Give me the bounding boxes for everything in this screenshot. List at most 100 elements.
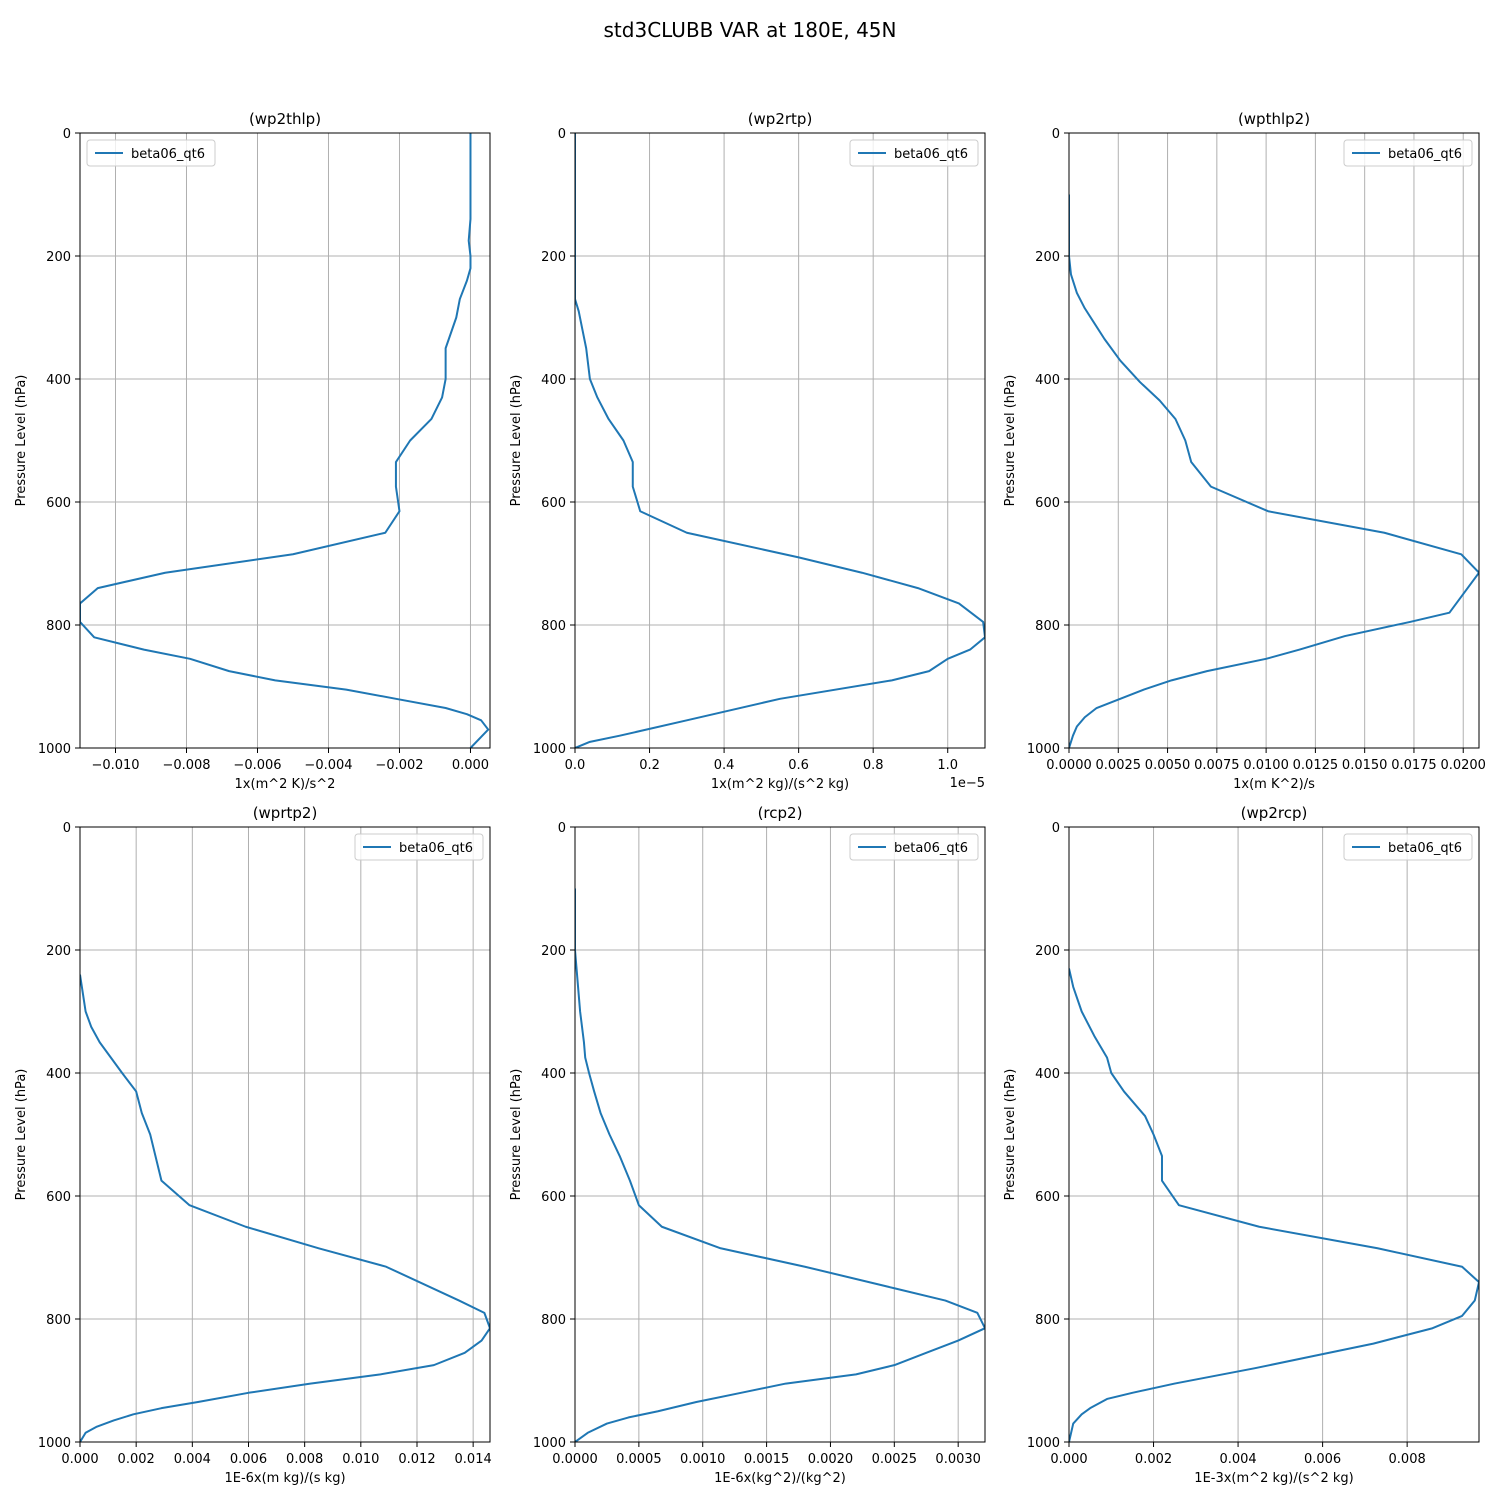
- x-tick-label: 0.000: [61, 1452, 98, 1467]
- x-offset-text: 1e−5: [950, 776, 985, 791]
- x-tick-label: 0.2: [639, 758, 660, 773]
- x-axis-label: 1E-6x(kg^2)/(kg^2): [714, 1471, 846, 1486]
- x-axis-label: 1x(m K^2)/s: [1233, 777, 1315, 792]
- y-tick-label: 600: [1035, 1190, 1060, 1205]
- plot-area: [80, 827, 490, 1442]
- x-axis-label: 1x(m^2 kg)/(s^2 kg): [711, 777, 849, 792]
- series-line: [575, 133, 985, 748]
- axes-frame: [1068, 826, 1480, 1443]
- x-tick-label: 0.002: [118, 1452, 155, 1467]
- x-tick-label: 0.0000: [552, 1452, 598, 1467]
- series-line: [80, 133, 490, 748]
- chart-panel: 0.0000 0.0025 0.0050 0.0075 0.0100 0.0125 0.01…: [1003, 110, 1486, 792]
- axes-title: (wpthlp2): [1238, 110, 1310, 128]
- legend-label: beta06_qt6: [894, 147, 968, 162]
- x-axis-label: 1E-6x(m kg)/(s kg): [224, 1471, 345, 1486]
- y-tick-label: 200: [1035, 944, 1060, 959]
- plot-area: [1069, 133, 1479, 748]
- x-axis-label: 1E-3x(m^2 kg)/(s^2 kg): [1194, 1471, 1353, 1486]
- y-tick-label: 200: [46, 944, 71, 959]
- legend-box: [1343, 833, 1473, 861]
- axes-title: (wp2thlp): [249, 110, 321, 128]
- y-tick-label: 0: [1052, 821, 1060, 836]
- series-line: [1069, 194, 1479, 748]
- y-tick-label: 400: [541, 1067, 566, 1082]
- plot-area: [575, 827, 985, 1442]
- legend: beta06_qt6: [1343, 139, 1473, 167]
- x-tick-label: 0.8: [863, 758, 884, 773]
- x-tick-label: 0.010: [342, 1452, 379, 1467]
- y-tick-label: 600: [541, 1190, 566, 1205]
- plot-area: [80, 133, 490, 748]
- y-tick-label: 800: [46, 1313, 71, 1328]
- y-tick-label: 200: [541, 944, 566, 959]
- x-tick-label: 0.004: [1219, 1452, 1256, 1467]
- chart-panel: −0.010 −0.008 −0.006 −0.004 −0.002 0.000 0 200 4…: [14, 110, 491, 792]
- x-tick-label: 0.008: [286, 1452, 323, 1467]
- x-tick-label: 0.0050: [1145, 758, 1191, 773]
- y-tick-label: 400: [1035, 373, 1060, 388]
- x-tick-label: −0.010: [91, 758, 139, 773]
- x-tick-label: 0.014: [455, 1452, 492, 1467]
- x-tick-label: 0.000: [452, 758, 489, 773]
- legend-box: [1343, 139, 1473, 167]
- y-tick-label: 0: [558, 127, 566, 142]
- x-tick-label: 1.0: [937, 758, 958, 773]
- y-tick-label: 800: [541, 1313, 566, 1328]
- y-tick-label: 600: [541, 496, 566, 511]
- x-tick-label: 0.0025: [872, 1452, 918, 1467]
- y-tick-label: 200: [1035, 250, 1060, 265]
- y-tick-label: 600: [46, 1190, 71, 1205]
- y-tick-label: 600: [46, 496, 71, 511]
- y-tick-label: 800: [1035, 1313, 1060, 1328]
- y-tick-label: 400: [1035, 1067, 1060, 1082]
- legend: beta06_qt6: [1343, 833, 1473, 861]
- x-tick-label: −0.002: [375, 758, 423, 773]
- legend-label: beta06_qt6: [894, 841, 968, 856]
- x-tick-label: 0.006: [230, 1452, 267, 1467]
- legend-box: [86, 139, 216, 167]
- y-tick-label: 800: [46, 619, 71, 634]
- axes-frame: [574, 132, 986, 749]
- x-axis-label: 1x(m^2 K)/s^2: [235, 777, 336, 792]
- x-tick-label: 0.000: [1050, 1452, 1087, 1467]
- x-tick-label: 0.012: [398, 1452, 435, 1467]
- y-tick-label: 0: [558, 821, 566, 836]
- y-axis-label: Pressure Level (hPa): [1003, 375, 1018, 507]
- x-tick-label: 0.4: [714, 758, 735, 773]
- x-tick-label: 0.0125: [1293, 758, 1339, 773]
- y-tick-label: 200: [541, 250, 566, 265]
- x-tick-label: 0.006: [1304, 1452, 1341, 1467]
- legend: beta06_qt6: [849, 833, 979, 861]
- x-tick-label: 0.004: [174, 1452, 211, 1467]
- y-tick-label: 1000: [533, 742, 566, 757]
- axes-title: (rcp2): [758, 804, 803, 822]
- axes-frame: [79, 826, 491, 1443]
- x-tick-label: 0.0200: [1440, 758, 1486, 773]
- x-tick-label: 0.0100: [1243, 758, 1289, 773]
- x-tick-label: 0.6: [788, 758, 809, 773]
- x-tick-label: 0.002: [1135, 1452, 1172, 1467]
- x-tick-label: 0.0020: [808, 1452, 854, 1467]
- legend-label: beta06_qt6: [131, 147, 205, 162]
- x-tick-label: 0.0000: [1046, 758, 1092, 773]
- y-axis-label: Pressure Level (hPa): [14, 1069, 29, 1201]
- x-tick-label: 0.0010: [680, 1452, 726, 1467]
- panels: −0.010 −0.008 −0.006 −0.004 −0.002 0.00002004…: [14, 110, 1486, 1486]
- legend-box: [849, 139, 979, 167]
- series-line: [1069, 968, 1479, 1442]
- legend-box: [354, 833, 484, 861]
- axes-frame: [574, 826, 986, 1443]
- y-axis-label: Pressure Level (hPa): [1003, 1069, 1018, 1201]
- legend-label: beta06_qt6: [399, 841, 473, 856]
- legend-label: beta06_qt6: [1388, 841, 1462, 856]
- y-axis-label: Pressure Level (hPa): [14, 375, 29, 507]
- axes-title: (wp2rtp): [748, 110, 813, 128]
- axes-frame: [79, 132, 491, 749]
- y-tick-label: 400: [46, 1067, 71, 1082]
- plot-area: [1069, 827, 1479, 1442]
- chart-panel: 0.0000 0.0005 0.0010 0.0015 0.0020 0.0025 0.00…: [509, 804, 986, 1486]
- x-tick-label: 0.0075: [1194, 758, 1240, 773]
- legend-label: beta06_qt6: [1388, 147, 1462, 162]
- legend-box: [849, 833, 979, 861]
